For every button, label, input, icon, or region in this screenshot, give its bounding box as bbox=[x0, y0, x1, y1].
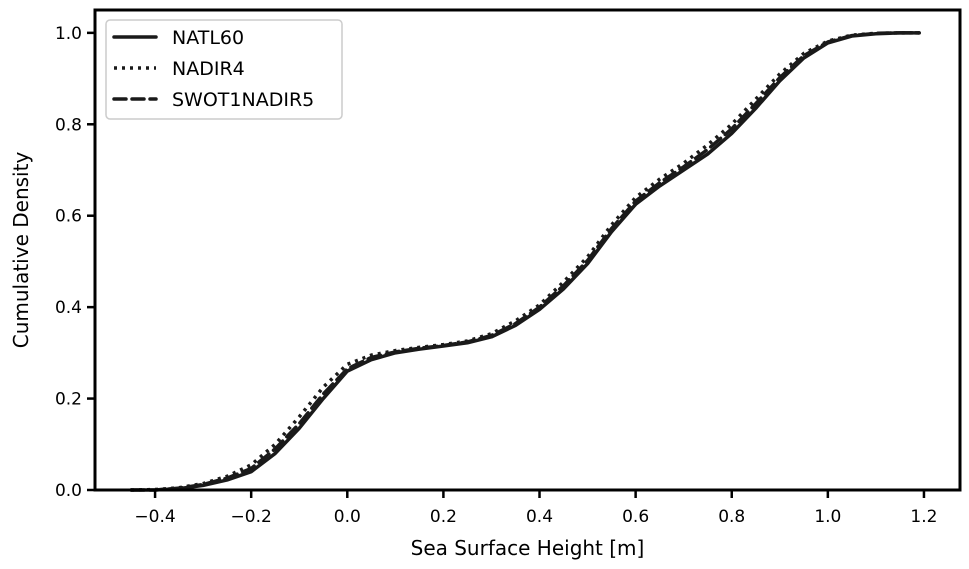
y-tick-label: 0.2 bbox=[55, 390, 82, 410]
x-tick-label: 1.0 bbox=[814, 507, 841, 527]
y-tick-label: 1.0 bbox=[55, 24, 82, 44]
x-tick-label: 0.6 bbox=[622, 507, 649, 527]
y-tick-label: 0.8 bbox=[55, 115, 82, 135]
series-line-nadir4 bbox=[131, 31, 920, 492]
x-tick-label: 0.2 bbox=[430, 507, 457, 527]
plot-area bbox=[129, 31, 921, 492]
x-tick-label: −0.4 bbox=[134, 507, 175, 527]
legend-label-swot1nadir5: SWOT1NADIR5 bbox=[172, 89, 314, 111]
series-line-swot1nadir5 bbox=[129, 31, 921, 492]
legend-label-nadir4: NADIR4 bbox=[172, 58, 245, 80]
y-tick-label: 0.0 bbox=[55, 481, 82, 501]
x-axis-title: Sea Surface Height [m] bbox=[411, 536, 645, 560]
legend-label-natl60: NATL60 bbox=[172, 27, 244, 49]
y-tick-label: 0.4 bbox=[55, 298, 82, 318]
series-line-natl60 bbox=[129, 31, 921, 492]
x-tick-label: 1.2 bbox=[910, 507, 937, 527]
x-tick-label: 0.0 bbox=[334, 507, 361, 527]
axes: −0.4 −0.2 0.0 0.2 0.4 0.6 0.8 1.0 1.2 0.0 0.2 0.4 0.… bbox=[9, 8, 962, 560]
y-tick-label: 0.6 bbox=[55, 207, 82, 227]
legend-box bbox=[105, 19, 343, 120]
plot-frame bbox=[93, 8, 962, 492]
x-tick-label: 0.4 bbox=[526, 507, 553, 527]
legend: NATL60 NADIR4 SWOT1NADIR5 bbox=[105, 19, 343, 120]
y-axis-title: Cumulative Density bbox=[9, 152, 33, 349]
x-tick-label: −0.2 bbox=[231, 507, 272, 527]
x-tick-label: 0.8 bbox=[718, 507, 745, 527]
